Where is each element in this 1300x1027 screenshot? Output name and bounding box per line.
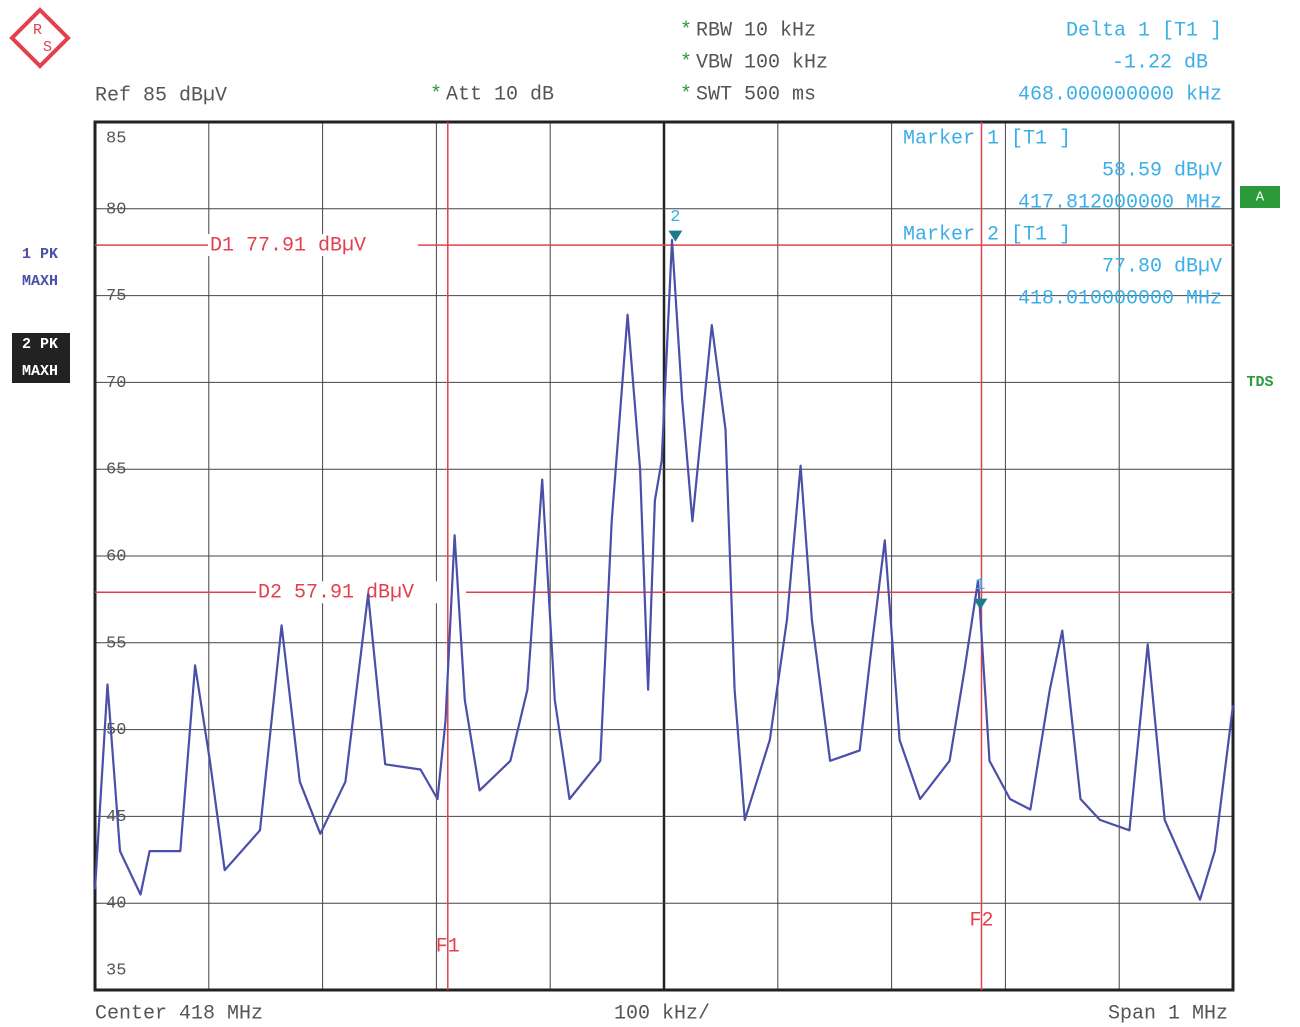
logo-letter: S bbox=[43, 39, 52, 56]
display-line-label-bg bbox=[256, 581, 466, 604]
y-tick-label: 65 bbox=[106, 461, 126, 480]
left-label: 1 PK bbox=[22, 246, 58, 263]
marker-label: 2 bbox=[670, 208, 680, 227]
readout: 417.812000000 MHz bbox=[1018, 191, 1222, 214]
frequency-line-label: F1 bbox=[436, 935, 460, 958]
left-label: 2 PK bbox=[22, 336, 58, 353]
marker bbox=[973, 598, 988, 610]
setting: VBW 100 kHz bbox=[696, 51, 828, 74]
y-tick-label: 85 bbox=[106, 129, 126, 148]
display-line-label: D2 57.91 dBµV bbox=[258, 582, 414, 605]
logo: R S bbox=[9, 7, 71, 69]
readout: Marker 1 [T1 ] bbox=[903, 127, 1071, 150]
y-tick-label: 55 bbox=[106, 634, 126, 653]
footer-label: Center 418 MHz bbox=[95, 1002, 263, 1025]
right-label: A bbox=[1256, 190, 1265, 206]
setting: SWT 500 ms bbox=[696, 83, 816, 106]
trace2-badge bbox=[12, 333, 70, 383]
setting: Att 10 dB bbox=[446, 83, 554, 106]
display-line-label: D1 77.91 dBµV bbox=[210, 234, 366, 257]
setting-flag: * bbox=[680, 19, 692, 42]
readout: 58.59 dBµV bbox=[1102, 159, 1222, 182]
setting-flag: * bbox=[680, 51, 692, 74]
readout: 468.000000000 kHz bbox=[1018, 83, 1222, 106]
left-label: MAXH bbox=[22, 363, 58, 380]
y-tick-label: 70 bbox=[106, 374, 126, 393]
y-tick-label: 35 bbox=[106, 961, 126, 980]
trace bbox=[93, 238, 1235, 901]
y-tick-label: 40 bbox=[106, 895, 126, 914]
trace-a-badge bbox=[1240, 186, 1280, 208]
readout: 418.010000000 MHz bbox=[1018, 287, 1222, 310]
footer-label: 100 kHz/ bbox=[614, 1002, 710, 1025]
setting-flag: * bbox=[430, 83, 442, 106]
y-tick-label: 75 bbox=[106, 287, 126, 306]
frequency-line-label: F2 bbox=[969, 909, 993, 932]
readout: -1.22 dB bbox=[1112, 51, 1208, 74]
y-tick-label: 80 bbox=[106, 200, 126, 219]
y-tick-label: 60 bbox=[106, 547, 126, 566]
marker bbox=[668, 230, 683, 242]
footer-label: Span 1 MHz bbox=[1108, 1002, 1228, 1025]
y-tick-label: 45 bbox=[106, 808, 126, 827]
readout: 77.80 dBµV bbox=[1102, 255, 1222, 278]
readout: Delta 1 [T1 ] bbox=[1066, 19, 1222, 42]
ref-level: Ref 85 dBµV bbox=[95, 84, 227, 107]
logo-diamond bbox=[9, 7, 71, 69]
readout: Marker 2 [T1 ] bbox=[903, 223, 1071, 246]
y-tick-label: 50 bbox=[106, 721, 126, 740]
marker-label: 1 bbox=[975, 576, 985, 595]
setting: RBW 10 kHz bbox=[696, 19, 816, 42]
setting-flag: * bbox=[680, 83, 692, 106]
right-label: TDS bbox=[1246, 374, 1273, 391]
display-line-label-bg bbox=[208, 234, 418, 257]
left-label: MAXH bbox=[22, 273, 58, 290]
plot-frame bbox=[93, 120, 1235, 992]
logo-letter: R bbox=[33, 22, 42, 39]
